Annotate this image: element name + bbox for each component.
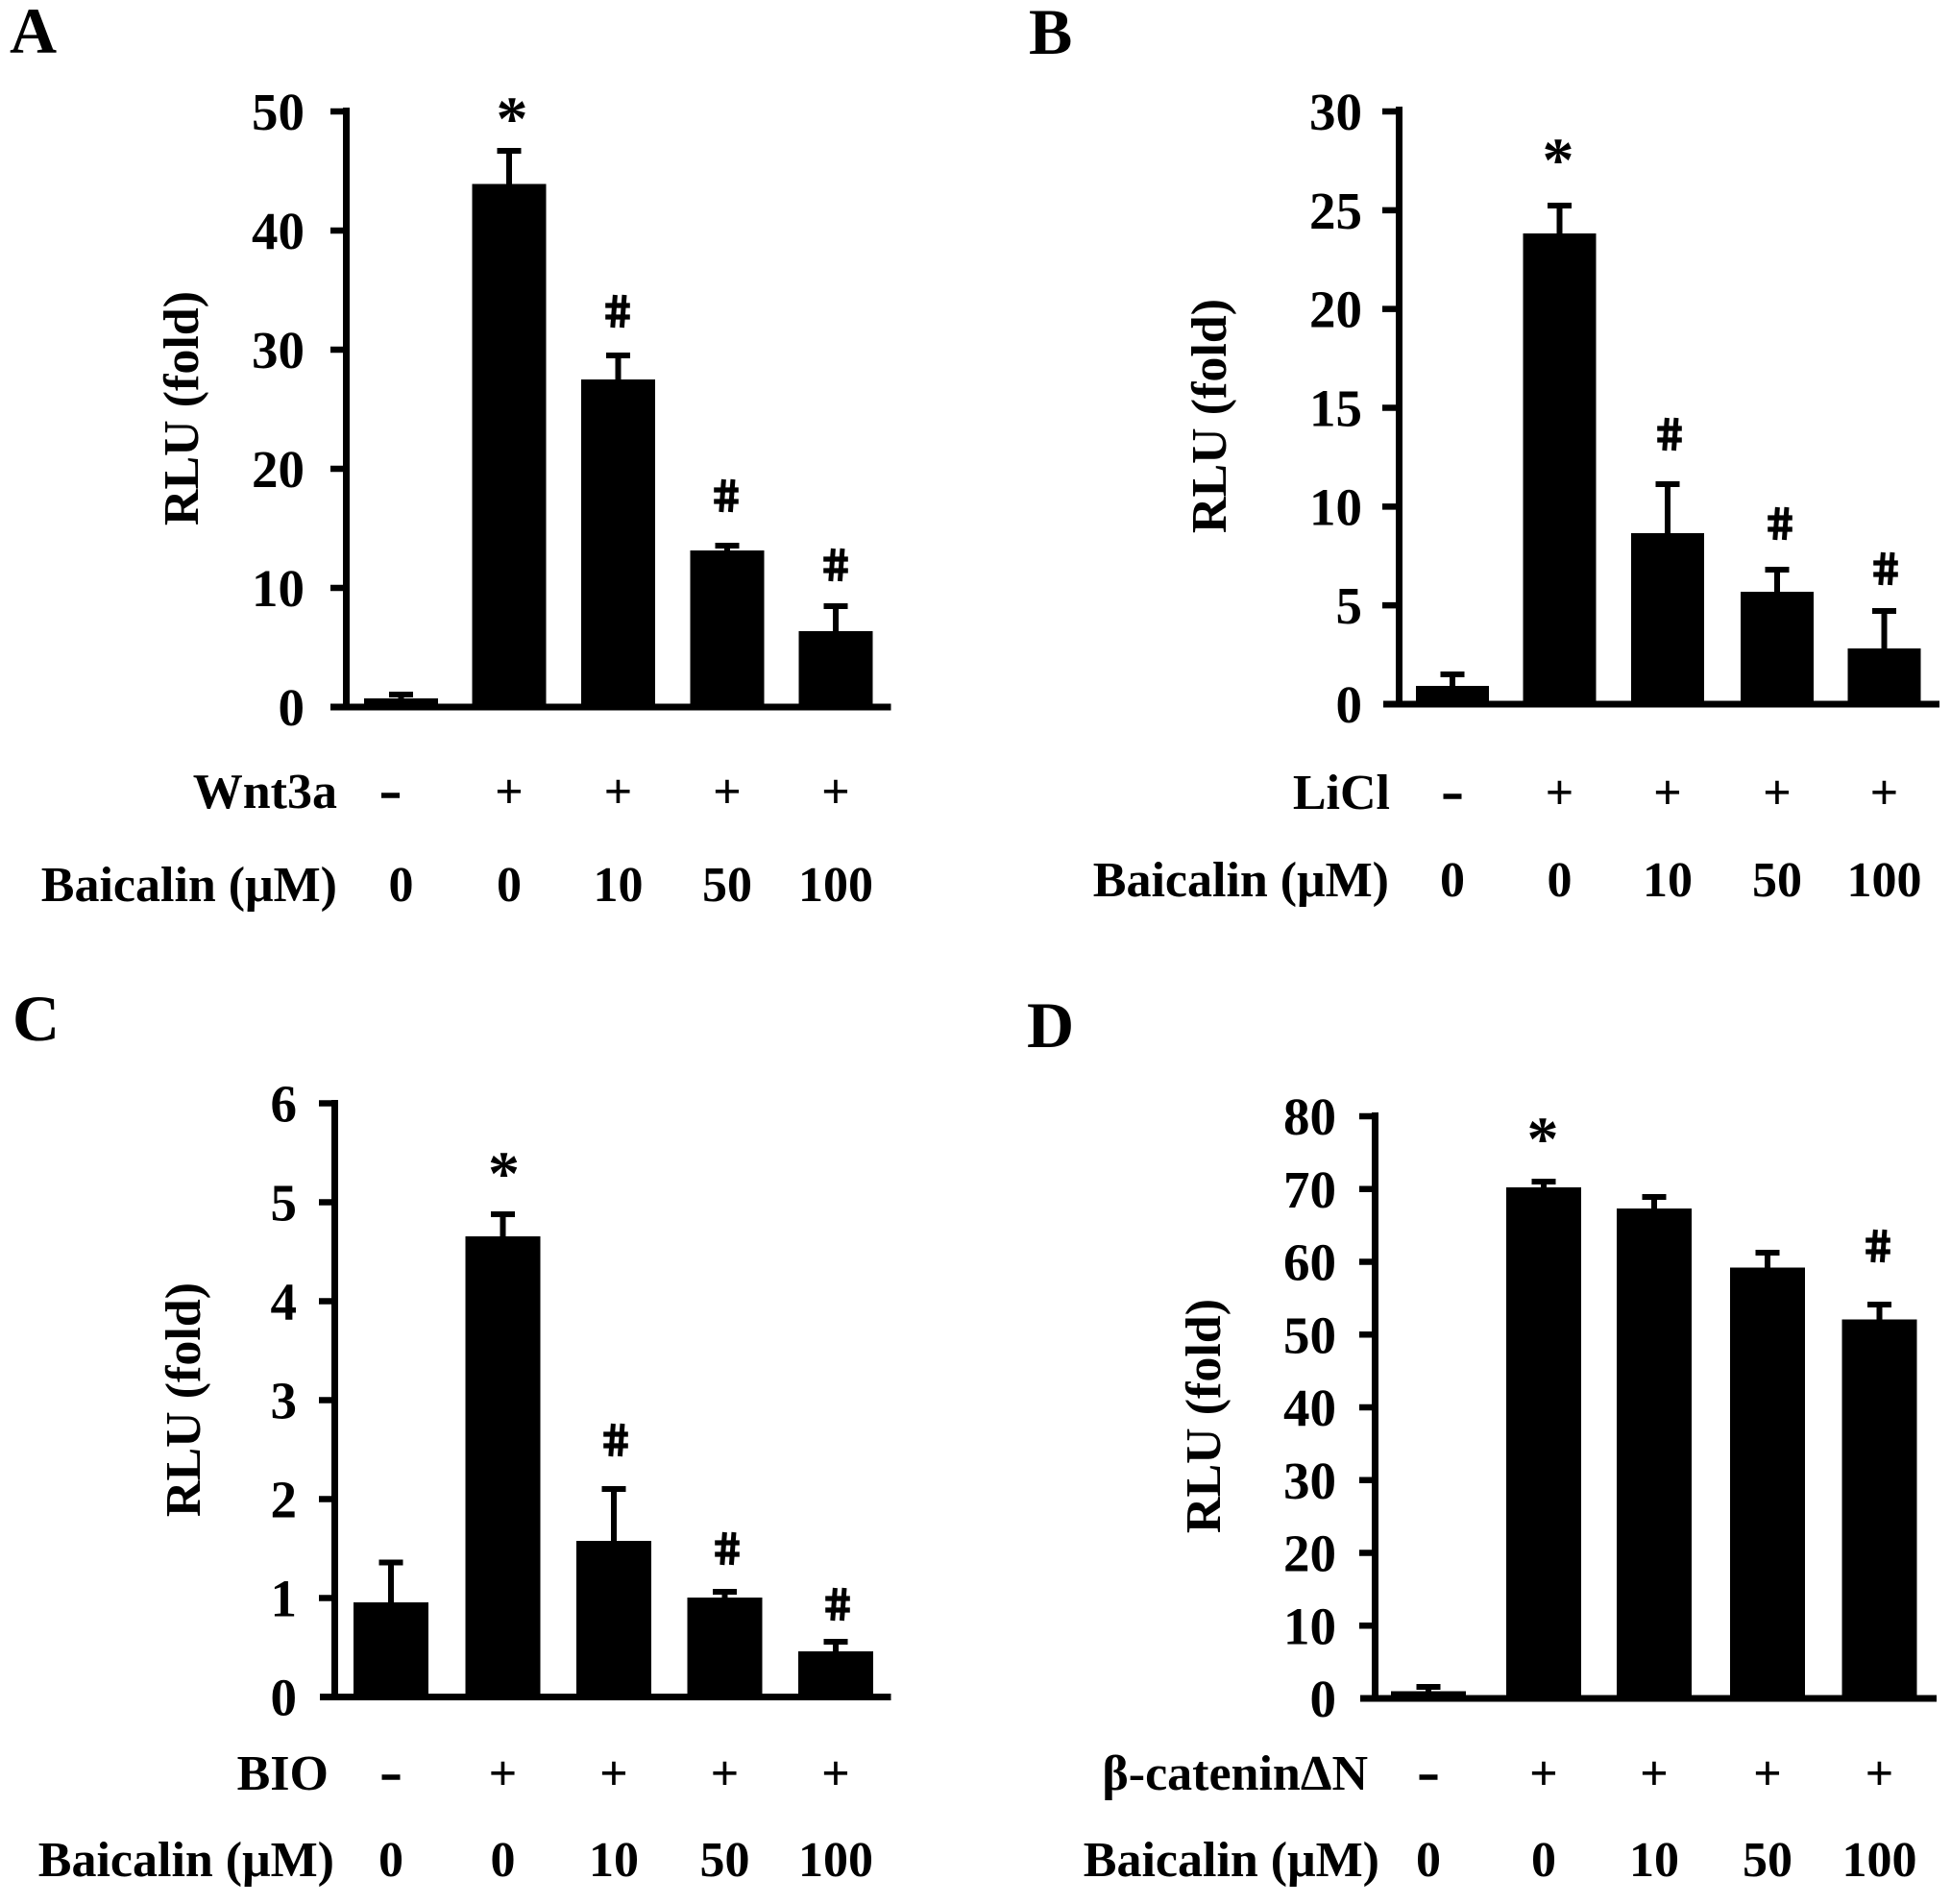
svg-text:*: * bbox=[1527, 1105, 1559, 1175]
svg-text:+: + bbox=[1529, 1746, 1558, 1801]
svg-text:20: 20 bbox=[1309, 281, 1362, 339]
svg-text:+: + bbox=[711, 1746, 740, 1801]
svg-text:3: 3 bbox=[271, 1372, 298, 1430]
svg-text:70: 70 bbox=[1283, 1160, 1336, 1219]
svg-text:+: + bbox=[1866, 1746, 1894, 1801]
svg-text:60: 60 bbox=[1283, 1233, 1336, 1292]
svg-text:RLU (fold): RLU (fold) bbox=[1183, 299, 1237, 533]
svg-text:5: 5 bbox=[1336, 576, 1363, 635]
svg-text:Baicalin (μM): Baicalin (μM) bbox=[41, 858, 337, 913]
svg-text:A: A bbox=[10, 0, 57, 67]
svg-text:80: 80 bbox=[1283, 1087, 1336, 1146]
svg-text:Wnt3a: Wnt3a bbox=[193, 765, 337, 819]
svg-text:10: 10 bbox=[589, 1833, 639, 1888]
svg-text:50: 50 bbox=[252, 83, 305, 141]
svg-text:30: 30 bbox=[1309, 83, 1362, 141]
svg-text:*: * bbox=[1543, 126, 1574, 196]
svg-text:10: 10 bbox=[1309, 477, 1362, 536]
svg-text:30: 30 bbox=[252, 321, 305, 379]
svg-text:40: 40 bbox=[1283, 1379, 1336, 1437]
svg-text:+: + bbox=[1753, 1746, 1782, 1801]
svg-text:Baicalin (μM): Baicalin (μM) bbox=[1093, 853, 1389, 908]
svg-text:100: 100 bbox=[1847, 853, 1922, 908]
svg-text:β-cateninΔN: β-cateninΔN bbox=[1102, 1746, 1368, 1801]
svg-text:B: B bbox=[1029, 0, 1072, 68]
svg-text:10: 10 bbox=[1643, 853, 1693, 908]
svg-text:*: * bbox=[497, 85, 528, 155]
svg-text:+: + bbox=[1870, 766, 1899, 820]
svg-text:0: 0 bbox=[378, 1833, 403, 1888]
svg-text:5: 5 bbox=[271, 1174, 298, 1233]
svg-text:+: + bbox=[495, 765, 524, 819]
svg-text:4: 4 bbox=[271, 1273, 298, 1331]
svg-text:2: 2 bbox=[271, 1471, 298, 1529]
svg-text:+: + bbox=[821, 1746, 850, 1801]
svg-text:100: 100 bbox=[798, 858, 873, 913]
svg-text:30: 30 bbox=[1283, 1452, 1336, 1510]
svg-text:+: + bbox=[1640, 1746, 1669, 1801]
svg-text:RLU (fold): RLU (fold) bbox=[157, 1282, 211, 1517]
svg-text:0: 0 bbox=[1310, 1670, 1337, 1728]
svg-text:10: 10 bbox=[252, 559, 305, 618]
svg-text:C: C bbox=[12, 982, 60, 1055]
svg-text:20: 20 bbox=[252, 440, 305, 499]
svg-text:50: 50 bbox=[1743, 1833, 1792, 1888]
svg-text:*: * bbox=[488, 1139, 520, 1209]
svg-text:10: 10 bbox=[1283, 1597, 1336, 1655]
svg-text:Baicalin (μM): Baicalin (μM) bbox=[38, 1833, 334, 1888]
svg-text:RLU (fold): RLU (fold) bbox=[1177, 1299, 1232, 1533]
svg-text:+: + bbox=[599, 1746, 628, 1801]
svg-text:+: + bbox=[713, 765, 742, 819]
svg-text:0: 0 bbox=[279, 678, 305, 737]
svg-text:0: 0 bbox=[1336, 675, 1363, 734]
svg-text:0: 0 bbox=[491, 1833, 516, 1888]
svg-text:40: 40 bbox=[252, 202, 305, 260]
svg-text:0: 0 bbox=[389, 858, 414, 913]
svg-text:0: 0 bbox=[1548, 853, 1573, 908]
svg-text:10: 10 bbox=[1629, 1833, 1679, 1888]
svg-text:+: + bbox=[1763, 766, 1792, 820]
svg-text:0: 0 bbox=[1416, 1833, 1441, 1888]
svg-text:+: + bbox=[1653, 766, 1682, 820]
svg-text:RLU (fold): RLU (fold) bbox=[155, 291, 209, 525]
svg-text:0: 0 bbox=[1531, 1833, 1556, 1888]
svg-text:0: 0 bbox=[1440, 853, 1465, 908]
svg-text:50: 50 bbox=[1283, 1306, 1336, 1364]
svg-text:+: + bbox=[1546, 766, 1574, 820]
svg-text:Baicalin (μM): Baicalin (μM) bbox=[1084, 1833, 1379, 1888]
svg-text:6: 6 bbox=[271, 1075, 298, 1134]
svg-text:50: 50 bbox=[700, 1833, 750, 1888]
svg-text:+: + bbox=[821, 765, 850, 819]
svg-text:1: 1 bbox=[271, 1570, 298, 1628]
svg-text:BIO: BIO bbox=[237, 1746, 329, 1801]
svg-text:0: 0 bbox=[271, 1669, 298, 1727]
svg-text:0: 0 bbox=[497, 858, 522, 913]
svg-text:+: + bbox=[489, 1746, 518, 1801]
svg-text:D: D bbox=[1027, 989, 1074, 1062]
svg-text:15: 15 bbox=[1309, 378, 1362, 437]
svg-text:25: 25 bbox=[1309, 182, 1362, 240]
svg-text:20: 20 bbox=[1283, 1525, 1336, 1583]
svg-text:100: 100 bbox=[798, 1833, 873, 1888]
svg-text:100: 100 bbox=[1842, 1833, 1917, 1888]
svg-text:LiCl: LiCl bbox=[1293, 766, 1390, 820]
svg-text:10: 10 bbox=[594, 858, 644, 913]
svg-text:50: 50 bbox=[702, 858, 752, 913]
svg-text:50: 50 bbox=[1752, 853, 1802, 908]
svg-text:+: + bbox=[604, 765, 633, 819]
